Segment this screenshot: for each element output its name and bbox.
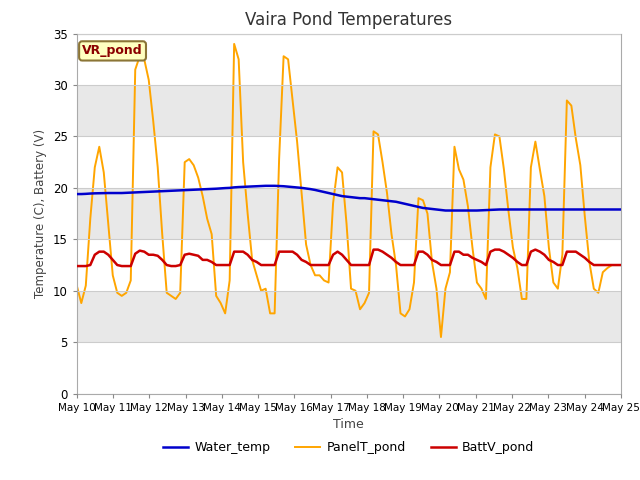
Line: PanelT_pond: PanelT_pond: [77, 44, 621, 337]
Y-axis label: Temperature (C), Battery (V): Temperature (C), Battery (V): [35, 129, 47, 298]
Line: Water_temp: Water_temp: [77, 186, 621, 211]
PanelT_pond: [199, 193, 207, 199]
PanelT_pond: [617, 262, 625, 268]
Water_temp: [248, 183, 256, 189]
Water_temp: [199, 186, 207, 192]
Water_temp: [262, 183, 269, 189]
Water_temp: [442, 208, 449, 214]
BattV_pond: [374, 247, 382, 252]
Legend: Water_temp, PanelT_pond, BattV_pond: Water_temp, PanelT_pond, BattV_pond: [158, 436, 540, 459]
PanelT_pond: [424, 211, 431, 216]
PanelT_pond: [230, 41, 238, 47]
PanelT_pond: [586, 259, 593, 265]
BattV_pond: [370, 247, 378, 252]
Water_temp: [608, 206, 616, 212]
Bar: [77, 136, 621, 188]
Text: VR_pond: VR_pond: [82, 44, 143, 58]
PanelT_pond: [73, 283, 81, 288]
X-axis label: Time: Time: [333, 418, 364, 431]
BattV_pond: [73, 263, 81, 269]
BattV_pond: [581, 255, 589, 261]
PanelT_pond: [437, 334, 445, 340]
PanelT_pond: [608, 262, 616, 268]
BattV_pond: [424, 252, 431, 258]
BattV_pond: [617, 262, 625, 268]
Water_temp: [374, 197, 382, 203]
BattV_pond: [604, 262, 611, 268]
Water_temp: [586, 206, 593, 212]
Water_temp: [424, 205, 431, 211]
Bar: [77, 34, 621, 85]
BattV_pond: [248, 257, 256, 263]
Water_temp: [617, 206, 625, 212]
PanelT_pond: [374, 132, 382, 137]
Bar: [77, 342, 621, 394]
Bar: [77, 240, 621, 291]
Title: Vaira Pond Temperatures: Vaira Pond Temperatures: [245, 11, 452, 29]
Line: BattV_pond: BattV_pond: [77, 250, 621, 266]
PanelT_pond: [253, 273, 260, 278]
Water_temp: [73, 191, 81, 197]
BattV_pond: [199, 257, 207, 263]
